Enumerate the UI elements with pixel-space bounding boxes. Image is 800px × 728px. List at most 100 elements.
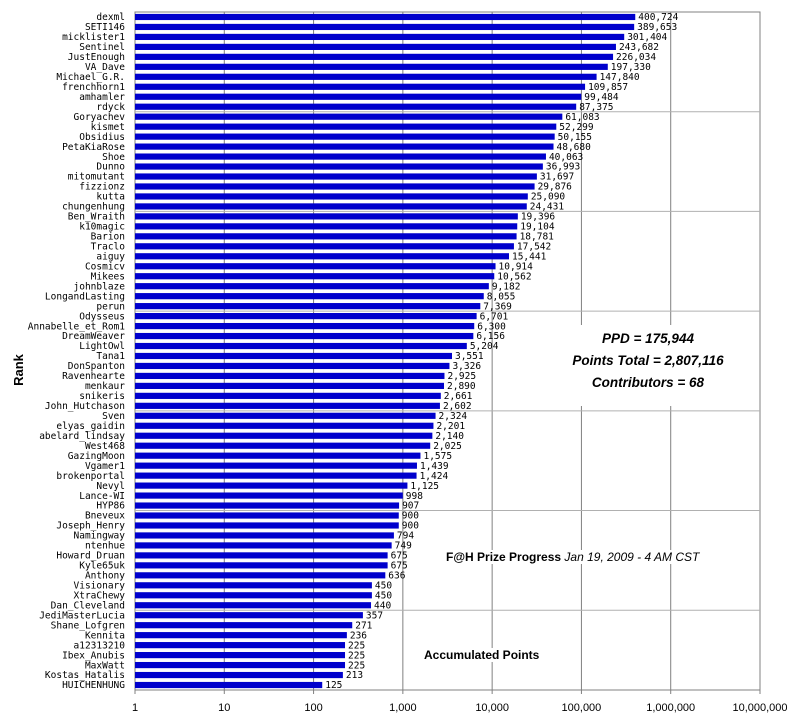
value-label: 998 [406,491,423,502]
bar [135,63,608,70]
bar [135,402,440,409]
category-label: JustEnough [68,52,125,63]
bar [135,422,434,429]
category-label: Vgamer1 [85,461,125,472]
bar [135,352,452,360]
bar [135,522,399,529]
bar [135,602,372,609]
bar [135,372,445,380]
value-label: 109,857 [588,82,628,93]
value-label: 357 [366,610,383,621]
category-label: Tana1 [96,351,125,362]
value-label: 147,840 [600,72,640,83]
category-label: Dan_Cleveland [51,600,125,611]
category-label: Ravenhearte [62,371,125,382]
value-label: 2,925 [447,371,476,382]
category-label: Sentinel [79,42,125,53]
value-label: 900 [402,511,419,522]
bar [135,313,477,320]
category-label: Kyle65uk [79,561,125,572]
bar [135,572,386,579]
bar [135,183,535,190]
bar [135,492,403,499]
value-label: 99,484 [584,92,619,103]
value-label: 2,201 [436,421,465,432]
category-label: Barion [91,232,125,243]
value-label: 40,063 [549,152,583,163]
value-label: 236 [350,630,367,641]
progress-date: Jan 19, 2009 - 4 AM CST [564,550,700,564]
category-label: DreamWeaver [62,331,125,342]
x-tick-label: 10 [218,702,230,714]
x-tick-label: 10,000,000 [732,702,787,714]
category-label: frenchhorn1 [62,82,125,93]
x-tick-label: 10,000 [475,702,509,714]
category-label: VA_Dave [85,62,125,73]
value-label: 7,369 [483,301,512,312]
bar [135,233,517,240]
value-label: 1,125 [410,481,439,492]
category-label: GazingMoon [68,451,125,462]
bar [135,303,481,310]
value-label: 440 [374,600,391,611]
value-label: 1,439 [420,461,449,472]
category-label: SETI146 [85,22,125,33]
value-label: 271 [355,620,372,631]
value-label: 2,890 [447,381,476,392]
category-label: John_Hutchason [45,401,125,412]
category-label: amhamler [79,92,125,103]
value-label: 18,781 [520,232,555,243]
category-label: mitomutant [68,172,125,183]
value-label: 749 [395,541,412,552]
category-label: perun [96,301,125,312]
category-label: Shoe [102,152,125,163]
value-label: 31,697 [540,172,574,183]
category-label: brokenportal [56,471,125,482]
bar [135,73,597,80]
bar [135,93,582,100]
value-label: 2,140 [435,431,464,442]
value-label: 3,551 [455,351,484,362]
bar [135,452,421,459]
value-label: 3,326 [452,361,481,372]
category-label: ntenhue [85,541,125,552]
value-label: 6,701 [480,311,509,322]
bar [135,661,346,669]
category-label: k10magic [79,222,125,233]
bar [135,392,441,399]
bar [135,612,363,619]
bar [135,253,509,260]
category-label: fizzionz [79,182,125,193]
bar [135,472,417,479]
category-labels: dexmlSETI146micklister1SentinelJustEnoug… [28,12,126,691]
grid-lines [134,12,761,694]
bar [135,213,518,220]
value-label: 2,602 [443,401,472,412]
points-total-text: Points Total = 2,807,116 [572,353,724,368]
value-label: 197,330 [611,62,651,73]
bar [135,652,346,659]
value-label: 226,034 [616,52,656,63]
category-label: JediMasterLucia [39,610,125,621]
bar [135,432,433,439]
value-label: 50,155 [558,132,592,143]
category-label: DonSpanton [68,361,125,372]
x-tick-labels: 1 10 100 1,000 10,000 100,000 1,000,000 10,000,… [132,702,788,714]
value-label: 87,375 [579,102,613,113]
value-label: 301,404 [627,32,667,43]
value-label: 25,090 [531,192,566,203]
bar [135,482,408,489]
category-label: HUICHENHUNG [62,680,125,691]
category-label: Obsidius [79,132,125,143]
x-tick-label: 1,000,000 [646,702,695,714]
value-label: 19,104 [520,222,555,233]
category-label: Annabelle_et_Rom1 [28,321,126,332]
bar [135,462,417,469]
value-label: 1,575 [423,451,452,462]
value-label: 389,653 [637,22,677,33]
bar [135,512,399,519]
bar [135,123,557,130]
category-label: Kostas_Hatalis [45,670,125,681]
value-label: 48,680 [557,142,592,153]
bar [135,103,577,110]
